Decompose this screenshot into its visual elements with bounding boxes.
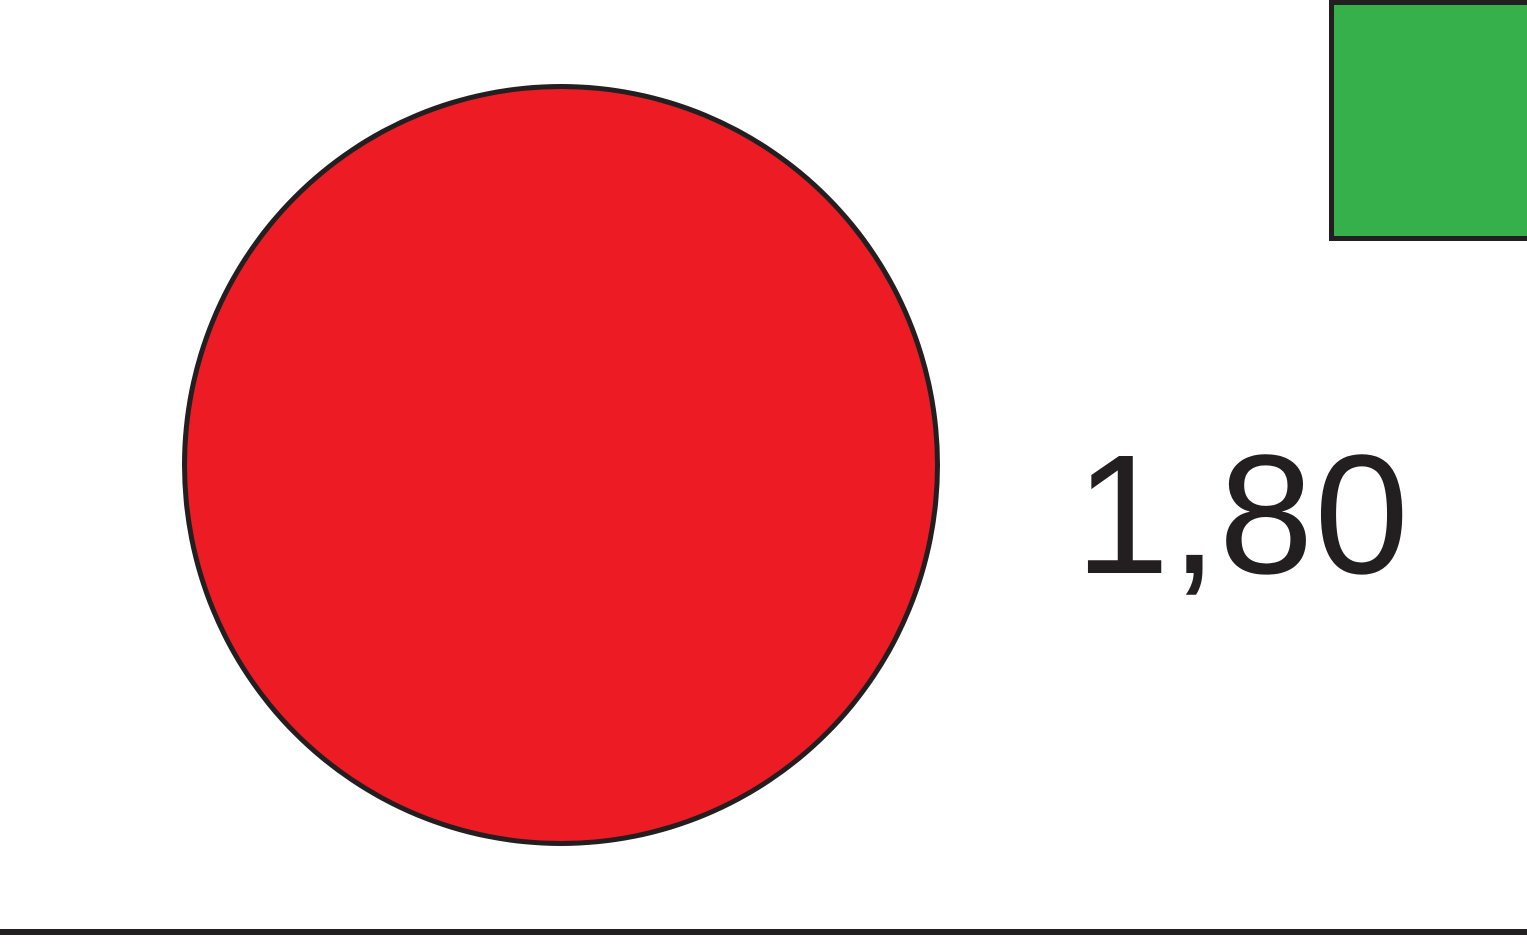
value-label: 1,80: [1075, 420, 1410, 610]
baseline-rule: [0, 929, 1527, 935]
red-circle: [182, 84, 940, 846]
green-square: [1329, 0, 1527, 241]
